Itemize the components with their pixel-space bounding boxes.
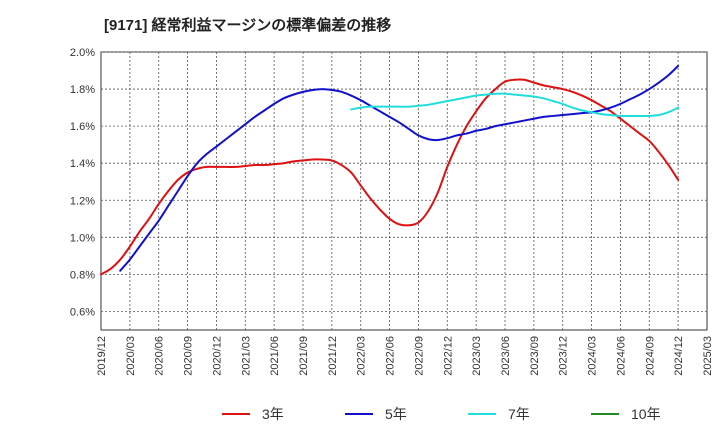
x-tick-label: 2020/12 <box>211 336 223 376</box>
x-tick-label: 2022/06 <box>385 336 397 376</box>
x-tick-label: 2024/09 <box>644 336 656 376</box>
x-tick-label: 2024/12 <box>673 336 685 376</box>
x-tick-label: 2023/06 <box>500 336 512 376</box>
y-tick-label: 1.2% <box>70 195 95 207</box>
legend-label-2: 5年 <box>385 406 407 422</box>
x-tick-label: 2025/03 <box>702 336 714 376</box>
grid <box>101 51 707 330</box>
x-tick-label: 2022/03 <box>356 336 368 376</box>
y-tick-label: 2.0% <box>70 47 95 59</box>
x-tick-label: 2024/06 <box>615 336 627 376</box>
series-line-3 <box>350 92 680 118</box>
series-line-1 <box>100 78 680 276</box>
x-tick-label: 2022/12 <box>442 336 454 376</box>
x-tick-label: 2020/03 <box>125 336 137 376</box>
y-tick-label: 1.6% <box>70 121 95 133</box>
legend-label-4: 10年 <box>631 406 661 422</box>
y-tick-label: 1.8% <box>70 84 95 96</box>
legend: 3年 5年 7年 10年 <box>222 406 661 422</box>
x-tick-label: 2021/09 <box>298 336 310 376</box>
x-tick-label: 2021/12 <box>327 336 339 376</box>
series-lines <box>100 64 680 276</box>
y-tick-label: 0.6% <box>70 306 95 318</box>
x-axis-ticks: 2019/12 2020/03 2020/06 2020/09 2020/12 2021/… <box>96 336 714 376</box>
x-tick-label: 2022/09 <box>413 336 425 376</box>
x-tick-label: 2020/09 <box>183 336 195 376</box>
series-line-2 <box>119 64 680 272</box>
x-tick-label: 2020/06 <box>154 336 166 376</box>
x-tick-label: 2021/06 <box>269 336 281 376</box>
y-tick-label: 0.8% <box>70 269 95 281</box>
legend-label-3: 7年 <box>508 406 530 422</box>
x-tick-label: 2019/12 <box>96 336 108 376</box>
chart-title: [9171] 経常利益マージンの標準偏差の推移 <box>104 17 392 34</box>
y-tick-label: 1.4% <box>70 158 95 170</box>
x-tick-label: 2023/09 <box>529 336 541 376</box>
x-tick-label: 2023/03 <box>471 336 483 376</box>
plot-area <box>100 51 708 331</box>
legend-label-1: 3年 <box>262 406 284 422</box>
y-tick-label: 1.0% <box>70 232 95 244</box>
x-tick-label: 2023/12 <box>558 336 570 376</box>
y-axis-ticks: 0.6% 0.8% 1.0% 1.2% 1.4% 1.6% 1.8% 2.0% <box>70 47 95 318</box>
x-tick-label: 2021/03 <box>240 336 252 376</box>
x-tick-label: 2024/03 <box>587 336 599 376</box>
